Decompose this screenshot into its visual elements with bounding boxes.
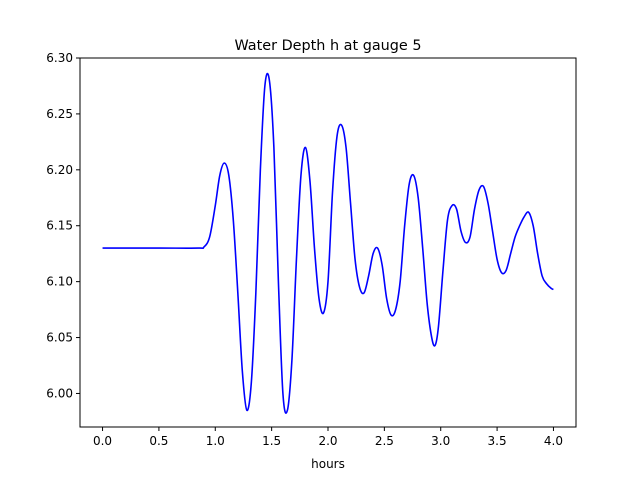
x-tick-label: 1.5	[262, 434, 281, 448]
y-tick-label: 6.20	[46, 163, 73, 177]
plot-area	[102, 72, 554, 414]
y-tick-label: 6.05	[46, 331, 73, 345]
x-tick-label: 3.0	[431, 434, 450, 448]
y-tick-label: 6.00	[46, 386, 73, 400]
series-line-0	[102, 72, 554, 414]
chart-title: Water Depth h at gauge 5	[234, 38, 421, 54]
x-tick-label: 2.0	[318, 434, 337, 448]
y-tick-label: 6.30	[46, 51, 73, 65]
x-tick-label: 0.5	[149, 434, 168, 448]
x-tick-label: 1.0	[206, 434, 225, 448]
y-tick-label: 6.25	[46, 107, 73, 121]
x-tick-label: 2.5	[375, 434, 394, 448]
x-tick-label: 4.0	[544, 434, 563, 448]
x-axis-label: hours	[311, 457, 345, 471]
y-tick-label: 6.15	[46, 219, 73, 233]
x-tick-label: 0.0	[93, 434, 112, 448]
y-axis: 6.00 6.05 6.10 6.15 6.20 6.25 6.30	[46, 51, 80, 400]
x-tick-label: 3.5	[488, 434, 507, 448]
y-tick-label: 6.10	[46, 275, 73, 289]
x-axis: 0.0 0.5 1.0 1.5 2.0 2.5 3.0 3.5 4.0	[93, 427, 563, 448]
